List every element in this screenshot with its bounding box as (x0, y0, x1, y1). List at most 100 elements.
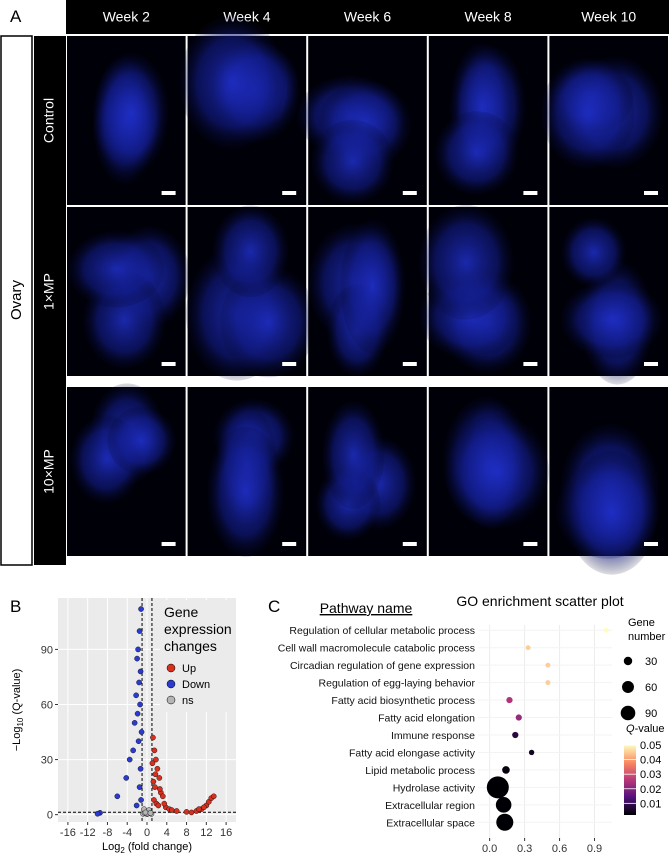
x-axis-label-part: 2 (120, 846, 125, 854)
point (153, 756, 159, 763)
point (136, 628, 143, 634)
point (496, 813, 514, 831)
point (152, 771, 159, 778)
tissue-signal (94, 52, 169, 174)
x-tick-label: 16 (220, 827, 232, 839)
legend-title: number (628, 631, 666, 643)
category-label: Hydrolase activity (393, 782, 476, 794)
scale-bar (402, 362, 417, 366)
size-legend-label: 60 (645, 682, 657, 694)
point (512, 731, 519, 739)
y-axis-label-part: (Q-value) (11, 669, 23, 718)
x-axis-label: Log2 (fold change) (102, 841, 192, 854)
tissue-signal (67, 230, 164, 308)
point (486, 776, 509, 799)
category-label: Circadian regulation of gene expression (290, 660, 475, 672)
point (150, 778, 157, 785)
legend-swatch (166, 695, 176, 705)
category-label: Lipid metabolic process (365, 765, 475, 777)
x-tick-label: -4 (122, 827, 132, 839)
legend-bg (160, 600, 236, 712)
header-bg (66, 0, 669, 34)
panel-label: A (10, 7, 22, 26)
point (152, 784, 158, 790)
scale-bar (161, 542, 176, 546)
point (525, 645, 531, 651)
ovary-box (0, 35, 33, 566)
x-axis-label-part: (fold change) (125, 841, 192, 853)
point (515, 714, 522, 721)
tissue-signal (434, 111, 518, 195)
point (137, 765, 144, 772)
colorbar-label: 0.02 (640, 784, 661, 796)
point (126, 756, 133, 763)
size-legend-label: 30 (645, 656, 657, 668)
point (183, 809, 190, 815)
x-tick-label: 0 (144, 827, 150, 839)
y-tick-label: 60 (41, 699, 53, 711)
legend-swatch (166, 679, 176, 689)
y-axis-label-part: −Log (11, 727, 23, 752)
scale-bar (523, 191, 538, 195)
point (545, 680, 551, 686)
point (201, 804, 207, 811)
category-label: Regulation of egg-laying behavior (319, 678, 476, 690)
panel-label: C (268, 597, 280, 616)
size-legend-dot (622, 681, 634, 693)
tissue-signal (207, 426, 284, 557)
size-legend-dot (623, 656, 633, 666)
point (155, 802, 162, 809)
tissue-signal (444, 414, 549, 529)
column-label: Week 6 (344, 9, 391, 25)
tissue-signal (322, 400, 385, 510)
legend-label: Up (182, 663, 196, 675)
tissue-signal (561, 217, 626, 287)
scale-bar (644, 191, 658, 195)
category-label: Immune response (391, 730, 475, 742)
tissue-signal (561, 280, 662, 359)
category-label: Extracellular space (386, 817, 475, 829)
x-tick-label: -12 (80, 827, 96, 839)
point (196, 806, 202, 812)
x-tick-label: 0.6 (552, 843, 567, 854)
scale-bar (161, 362, 176, 366)
legend-title-part: Q (626, 723, 635, 735)
row-label: 10×MP (41, 449, 57, 494)
legend-title: expression (164, 621, 232, 637)
scale-bar (282, 542, 297, 546)
legend-label: Down (182, 679, 210, 691)
legend-title: changes (164, 638, 217, 654)
scale-bar (161, 191, 176, 195)
x-tick-label: 4 (164, 827, 170, 839)
point (138, 729, 145, 735)
column-label: Week 10 (581, 9, 636, 25)
point (506, 696, 513, 704)
point (495, 797, 512, 813)
tissue-label: Ovary (8, 280, 25, 321)
row-label: 1×MP (41, 273, 57, 310)
scale-bar (282, 362, 297, 366)
scale-bar (523, 542, 538, 546)
row-label: Control (41, 98, 57, 143)
y-axis-label: −Log10 (Q-value) (11, 669, 25, 752)
x-tick-label: 0.9 (587, 843, 602, 854)
point (131, 720, 138, 726)
column-label: Week 2 (103, 9, 150, 25)
point (138, 797, 144, 803)
panel-label: B (10, 597, 21, 616)
point (603, 627, 609, 633)
category-header: Pathway name (320, 600, 413, 616)
tissue-signal (541, 57, 635, 169)
row-label-bg (34, 36, 66, 565)
tissue-signal (566, 451, 658, 575)
point (114, 793, 121, 800)
x-axis-label-part: Log (102, 841, 120, 853)
scale-bar (402, 542, 417, 546)
point (133, 692, 139, 699)
tissue-signal (340, 219, 405, 354)
y-tick-label: 0 (47, 810, 53, 822)
point (147, 810, 154, 816)
scale-bar (402, 191, 417, 195)
point (137, 701, 143, 708)
